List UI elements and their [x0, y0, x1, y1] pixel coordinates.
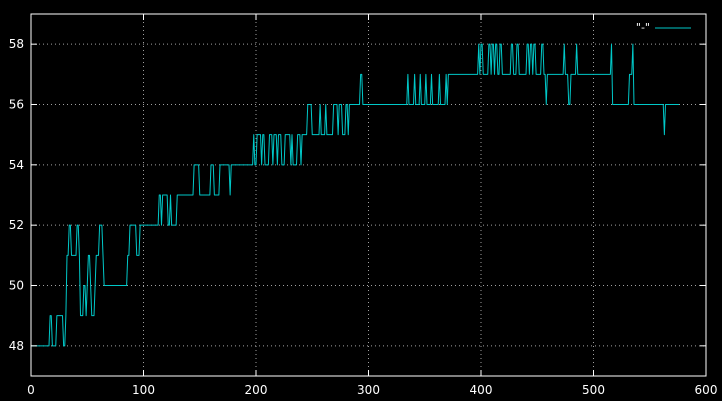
y-tick-label: 54: [9, 158, 24, 172]
y-tick-label: 56: [9, 98, 24, 112]
legend-label: "-": [636, 21, 650, 34]
y-tick-label: 52: [9, 218, 24, 232]
x-tick-label: 200: [245, 383, 268, 397]
x-tick-label: 500: [582, 383, 605, 397]
x-tick-label: 600: [695, 383, 718, 397]
legend: "-": [636, 21, 691, 34]
y-tick-label: 50: [9, 279, 24, 293]
series-line: [31, 43, 679, 347]
x-tick-label: 0: [27, 383, 35, 397]
y-tick-label: 48: [9, 339, 24, 353]
axis-ticks: 0 100 200 300 400 500 600 48 50 52 54 56 58: [9, 14, 718, 397]
x-tick-label: 300: [357, 383, 380, 397]
y-tick-label: 58: [9, 37, 24, 51]
x-tick-label: 100: [132, 383, 155, 397]
x-tick-label: 400: [470, 383, 493, 397]
series-layer: [31, 43, 679, 347]
